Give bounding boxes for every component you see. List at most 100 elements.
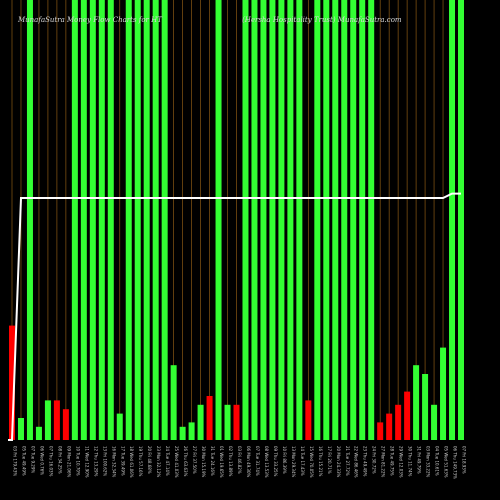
x-tick-label: 24 Tue 47.14%: [165, 446, 170, 476]
x-tick-label: 07 Fri 18.93%: [462, 446, 467, 474]
x-tick-label: 19 Thu 57.16%: [138, 446, 143, 477]
bar: [9, 325, 15, 440]
x-tick-label: 31 Tue 24.16%: [210, 446, 215, 476]
bar: [89, 0, 96, 440]
bar: [332, 0, 339, 440]
bar: [269, 0, 276, 440]
x-tick-label: 21 Tue 27.72%: [345, 446, 350, 476]
x-tick-label: 05 Wed 51.63%: [444, 446, 449, 478]
bar: [17, 418, 24, 440]
bar: [260, 0, 267, 440]
bar: [404, 391, 411, 440]
money-flow-line: [8, 192, 461, 441]
x-tick-label: 31 Fri 49.79%: [417, 446, 422, 474]
bar: [413, 365, 420, 440]
x-tick-label: 16 Mon 32.34%: [111, 446, 116, 478]
x-tick-label: 15 Wed 70.05%: [309, 446, 314, 478]
chart-subtitle: (Hersha Hospitality Trust) MunafaSutra.c…: [242, 16, 402, 24]
x-tick-label: 11 Wed 12.90%: [84, 446, 89, 478]
bar: [242, 0, 249, 440]
x-tick-label: 25 Wed 41.03%: [174, 446, 179, 478]
bar: [170, 365, 177, 440]
x-tick-label: 17 Tue 39.49%: [120, 446, 125, 476]
x-tick-label: 24 Fri 30.72%: [372, 446, 377, 474]
bar: [458, 0, 464, 440]
x-tick-label: 27 Mon 81.22%: [381, 446, 386, 478]
bars-group: [9, 0, 464, 440]
bar: [125, 0, 132, 440]
x-tick-label: 13 Fri 100.62%: [102, 446, 107, 476]
x-tick-label: 07 Thu 16.03%: [48, 446, 53, 477]
x-tick-label: 09 Thu 33.25%: [273, 446, 278, 477]
x-tick-label: 18 Wed 61.06%: [129, 446, 134, 478]
x-tick-label: 23 Mon 32.12%: [156, 446, 161, 478]
x-tick-label: 08 Fri 34.25%: [57, 446, 62, 474]
bar: [179, 426, 186, 440]
x-tick-label: 23 Thu 49.49%: [363, 446, 368, 477]
x-tick-label: 03 Fri 179.43%: [13, 446, 18, 476]
x-tick-label: 27 Fri 37.50%: [192, 446, 197, 474]
x-tick-label: 06 Mon 49.30%: [246, 446, 251, 478]
bar: [224, 404, 231, 440]
x-tick-label: 22 Wed 86.46%: [354, 446, 359, 478]
x-tick-label: 26 Thu 63.63%: [183, 446, 188, 477]
bar: [71, 0, 78, 440]
x-tick-label: 03 Mon 33.22%: [426, 446, 431, 478]
bar: [368, 0, 375, 440]
bar: [341, 0, 348, 440]
chart-title: MunafaSutra Money Flow Charts for HT: [17, 16, 163, 24]
bar: [107, 0, 114, 440]
x-tick-label: 20 Mon 24.33%: [336, 446, 341, 478]
bar: [161, 0, 168, 440]
bar: [314, 0, 321, 440]
x-tick-label: 30 Mon 15.19%: [201, 446, 206, 478]
x-tick-label: 12 Thu 13.29%: [93, 446, 98, 477]
bar: [26, 0, 33, 440]
x-tick-label: 16 Thu 15.21%: [318, 446, 323, 477]
bar: [350, 0, 357, 440]
bar: [188, 422, 195, 440]
x-tick-label: 30 Thu 11.74%: [408, 446, 413, 477]
bar: [80, 0, 87, 440]
bar: [431, 404, 438, 440]
bar: [233, 404, 240, 440]
bar: [422, 374, 429, 440]
x-tick-label: 28 Tue 49.75%: [390, 446, 395, 476]
bar: [323, 0, 330, 440]
x-tick-label: 06 Thu 149.73%: [453, 446, 458, 479]
bar: [143, 0, 150, 440]
x-tick-label: 07 Tue 31.74%: [255, 446, 260, 476]
bar: [440, 347, 447, 440]
bar: [35, 426, 42, 440]
x-tick-label: 04 Tue 10.61%: [435, 446, 440, 476]
x-tick-labels: 03 Fri 179.43% 05 Tue 49.49% 07 Tue 9.29% 0…: [13, 446, 467, 479]
bar: [116, 413, 123, 440]
bar: [395, 404, 402, 440]
x-tick-label: 09 Mon 21.06%: [66, 446, 71, 478]
bar: [62, 409, 69, 440]
bar: [377, 422, 384, 440]
x-tick-label: 05 Tue 49.49%: [21, 446, 26, 476]
bar: [449, 0, 456, 440]
x-tick-label: 17 Fri 20.71%: [327, 446, 332, 474]
bar: [386, 413, 393, 440]
x-tick-label: 14 Tue 17.43%: [300, 446, 305, 476]
bar: [44, 400, 51, 440]
x-tick-label: 03 Fri 46.82%: [237, 446, 242, 474]
x-tick-label: 02 Thu 13.89%: [228, 446, 233, 477]
bar: [305, 400, 312, 440]
bar: [53, 400, 60, 440]
x-tick-label: 01 Wed 19.65%: [219, 446, 224, 478]
bar: [287, 0, 294, 440]
bar: [197, 404, 204, 440]
bar: [206, 396, 213, 440]
x-tick-label: 10 Fri 86.39%: [282, 446, 287, 474]
bar: [152, 0, 159, 440]
x-tick-label: 08 Wed 13.53%: [264, 446, 269, 478]
x-tick-label: 20 Fri 48.68%: [147, 446, 152, 474]
bar: [215, 0, 222, 440]
bar: [98, 0, 105, 440]
bar: [134, 0, 141, 440]
bar: [359, 0, 366, 440]
